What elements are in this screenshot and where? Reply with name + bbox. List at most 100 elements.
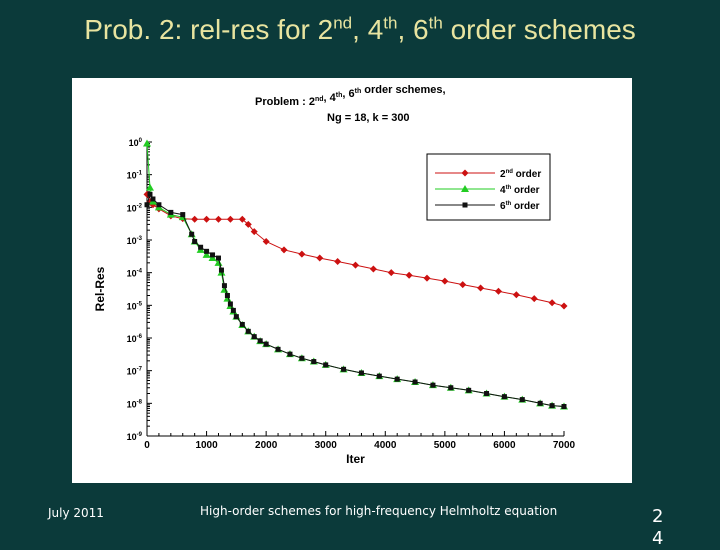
- title-sup: th: [428, 13, 443, 33]
- title-text: Problem: [255, 96, 302, 108]
- title-sup: nd: [333, 13, 353, 33]
- y-tick-label: 100: [129, 138, 143, 148]
- data-point-square: [224, 292, 230, 298]
- y-tick-label: 10-1: [127, 171, 143, 181]
- legend-swatch-marker: [462, 202, 468, 208]
- x-tick-label: 4000: [374, 440, 397, 451]
- data-point-diamond: [560, 302, 568, 310]
- y-tick-label: 10-8: [127, 399, 143, 409]
- data-point-square: [233, 314, 239, 320]
- title-sup: nd: [315, 96, 324, 103]
- data-point-square: [239, 321, 245, 327]
- y-tick-exponent: -8: [137, 399, 143, 405]
- y-tick-base: 10: [127, 269, 137, 279]
- data-point-diamond: [203, 215, 211, 223]
- title-sup: th: [383, 13, 398, 33]
- y-tick-exponent: -9: [137, 432, 143, 438]
- y-tick-base: 10: [127, 432, 137, 442]
- data-point-diamond: [214, 215, 222, 223]
- legend-digit: 6: [500, 201, 506, 212]
- data-point-square: [549, 403, 555, 409]
- title-part: Prob. 2: rel-res for 2: [84, 14, 334, 45]
- data-point-square: [519, 397, 525, 403]
- data-point-diamond: [494, 287, 502, 295]
- data-point-square: [168, 209, 174, 215]
- data-point-square: [466, 387, 472, 393]
- legend-text: order: [511, 185, 539, 196]
- data-point-square: [412, 379, 418, 385]
- title-part: order schemes: [442, 14, 636, 45]
- y-tick-base: 10: [127, 334, 137, 344]
- data-point-triangle: [208, 254, 217, 262]
- data-point-square: [257, 338, 263, 344]
- data-point-square: [358, 370, 364, 376]
- y-tick-exponent: -5: [137, 301, 143, 307]
- data-point-square: [180, 212, 186, 218]
- y-tick-label: 10-4: [127, 269, 143, 279]
- y-tick-label: 10-5: [127, 301, 143, 311]
- legend-label: 2nd order: [500, 169, 541, 180]
- slide-title: Prob. 2: rel-res for 2nd, 4th, 6th order…: [0, 14, 720, 46]
- title-sup: th: [336, 92, 343, 99]
- data-point-diamond: [441, 277, 449, 285]
- y-tick-base: 10: [127, 203, 137, 213]
- data-point-diamond: [405, 271, 413, 279]
- legend-swatch-marker: [461, 185, 469, 192]
- y-tick-label: 10-2: [127, 203, 143, 213]
- chart-title-line1: Problem : 2nd, 4th, 6th order schemes,: [255, 84, 446, 108]
- title-text: order schemes,: [361, 84, 445, 96]
- data-point-diamond: [316, 254, 324, 262]
- data-point-square: [537, 400, 543, 406]
- y-tick-label: 10-7: [127, 367, 143, 377]
- data-point-square: [251, 334, 257, 340]
- y-axis-label: Rel-Res: [93, 266, 107, 311]
- y-tick-label: 10-3: [127, 236, 143, 246]
- data-point-diamond: [369, 265, 377, 273]
- data-point-square: [430, 382, 436, 388]
- legend-label: 4th order: [500, 185, 540, 196]
- data-point-diamond: [548, 299, 556, 307]
- data-point-diamond: [191, 215, 199, 223]
- chart-figure: Problem : 2nd, 4th, 6th order schemes, Ng…: [72, 78, 632, 483]
- data-point-square: [341, 366, 347, 372]
- data-point-square: [215, 255, 221, 261]
- legend-text: order: [513, 169, 541, 180]
- data-point-square: [147, 191, 153, 197]
- y-tick-exponent: -2: [137, 203, 143, 209]
- data-point-square: [192, 238, 198, 244]
- data-point-square: [227, 301, 233, 307]
- legend-text: order: [511, 201, 539, 212]
- data-point-diamond: [334, 257, 342, 265]
- y-tick-exponent: 0: [139, 138, 143, 144]
- data-point-square: [484, 390, 490, 396]
- legend-sup: th: [506, 201, 512, 207]
- data-point-diamond: [352, 261, 359, 269]
- data-point-diamond: [423, 274, 431, 282]
- legend-digit: 2: [500, 169, 506, 180]
- x-tick-label: 7000: [553, 440, 576, 451]
- y-tick-base: 10: [127, 171, 137, 181]
- footer-date: July 2011: [48, 506, 104, 520]
- x-tick-label: 5000: [434, 440, 457, 451]
- data-point-square: [221, 283, 227, 289]
- data-point-diamond: [459, 281, 467, 289]
- x-axis-label: Iter: [346, 452, 365, 466]
- title-sup: th: [355, 88, 362, 95]
- y-tick-label: 10-6: [127, 334, 143, 344]
- data-point-diamond: [298, 250, 306, 258]
- legend-swatch-marker: [461, 169, 469, 177]
- page-number: 24: [652, 506, 664, 549]
- data-point-square: [287, 351, 293, 357]
- data-point-square: [394, 376, 400, 382]
- data-point-square: [210, 252, 216, 258]
- data-point-square: [501, 394, 507, 400]
- y-tick-exponent: -3: [137, 236, 143, 242]
- y-tick-exponent: -4: [137, 269, 143, 275]
- x-tick-label: 1000: [195, 440, 218, 451]
- title-digit: 2: [309, 96, 315, 108]
- title-part: , 6: [397, 14, 429, 45]
- data-point-square: [144, 202, 150, 208]
- legend-label: 6th order: [500, 201, 540, 212]
- data-point-square: [311, 359, 317, 365]
- data-point-square: [561, 403, 567, 409]
